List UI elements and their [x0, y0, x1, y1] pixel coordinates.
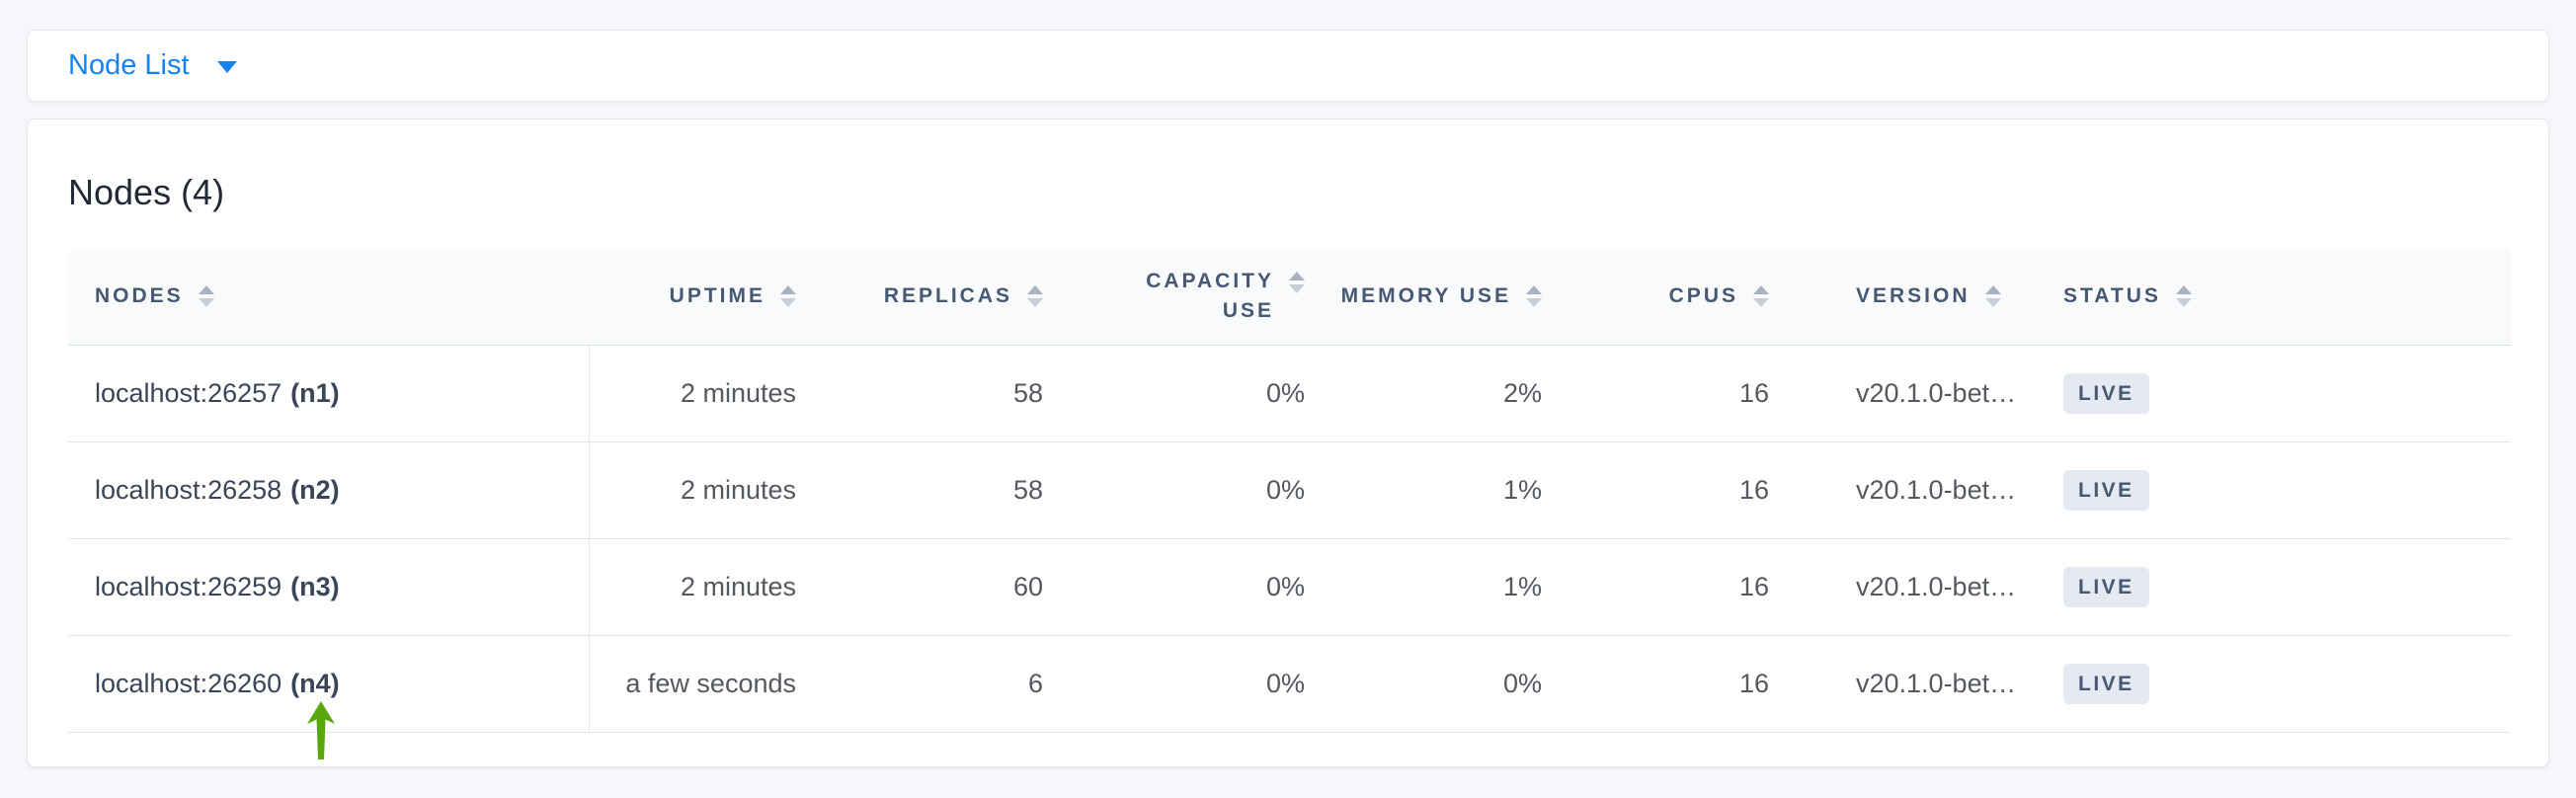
- node-link[interactable]: localhost:26260 (n4): [95, 669, 340, 698]
- replicas-cell: 58: [836, 442, 1083, 539]
- column-header-uptime[interactable]: UPTIME: [589, 248, 836, 346]
- uptime-cell: 2 minutes: [589, 442, 836, 539]
- sort-arrows-icon[interactable]: [780, 285, 796, 307]
- status-badge: LIVE: [2063, 664, 2149, 704]
- uptime-cell: 2 minutes: [589, 539, 836, 636]
- replicas-cell: 60: [836, 539, 1083, 636]
- cpus-cell: 16: [1581, 636, 1809, 733]
- status-badge: LIVE: [2063, 470, 2149, 511]
- table-row: localhost:26257 (n1) 2 minutes 58 0% 2% 1…: [68, 346, 2511, 442]
- node-list-dropdown[interactable]: Node List: [68, 51, 237, 80]
- column-header-replicas[interactable]: REPLICAS: [836, 248, 1083, 346]
- replicas-cell: 58: [836, 346, 1083, 442]
- status-badge: LIVE: [2063, 567, 2149, 607]
- table-row: localhost:26260 (n4) a few seconds 6 0% 0…: [68, 636, 2511, 733]
- node-link[interactable]: localhost:26258 (n2): [95, 475, 340, 505]
- version-cell: v20.1.0-bet…: [1809, 539, 2036, 636]
- version-cell: v20.1.0-bet…: [1809, 346, 2036, 442]
- memory-use-cell: 1%: [1344, 539, 1581, 636]
- column-header-cpus[interactable]: CPUS: [1581, 248, 1809, 346]
- cpus-cell: 16: [1581, 346, 1809, 442]
- page-title: Nodes (4): [68, 172, 225, 212]
- column-header-version[interactable]: VERSION: [1809, 248, 2036, 346]
- version-cell: v20.1.0-bet…: [1809, 442, 2036, 539]
- uptime-cell: 2 minutes: [589, 346, 836, 442]
- nodes-table: NODES UPTIME REPLICAS CAPACITY USE MEMOR…: [68, 248, 2511, 733]
- memory-use-cell: 1%: [1344, 442, 1581, 539]
- table-header-row: NODES UPTIME REPLICAS CAPACITY USE MEMOR…: [68, 248, 2511, 346]
- table-row: localhost:26259 (n3) 2 minutes 60 0% 1% 1…: [68, 539, 2511, 636]
- sort-arrows-icon[interactable]: [1526, 285, 1542, 307]
- capacity-use-cell: 0%: [1083, 346, 1344, 442]
- node-link[interactable]: localhost:26257 (n1): [95, 378, 340, 408]
- table-row: localhost:26258 (n2) 2 minutes 58 0% 1% 1…: [68, 442, 2511, 539]
- view-selector-bar: Node List: [27, 30, 2549, 102]
- sort-arrows-icon[interactable]: [2175, 285, 2192, 307]
- capacity-use-cell: 0%: [1083, 539, 1344, 636]
- replicas-cell: 6: [836, 636, 1083, 733]
- status-badge: LIVE: [2063, 373, 2149, 414]
- nodes-table-wrap: NODES UPTIME REPLICAS CAPACITY USE MEMOR…: [68, 248, 2511, 733]
- cpus-cell: 16: [1581, 539, 1809, 636]
- capacity-use-cell: 0%: [1083, 636, 1344, 733]
- column-header-status[interactable]: STATUS: [2036, 248, 2511, 346]
- memory-use-cell: 2%: [1344, 346, 1581, 442]
- uptime-cell: a few seconds: [589, 636, 836, 733]
- caret-down-icon: [216, 61, 237, 73]
- sort-arrows-icon[interactable]: [1289, 271, 1305, 293]
- column-header-capacity-use[interactable]: CAPACITY USE: [1083, 248, 1344, 346]
- memory-use-cell: 0%: [1344, 636, 1581, 733]
- nodes-panel: Nodes (4) NODES UPTIME REPLICAS: [27, 119, 2549, 767]
- node-list-dropdown-label: Node List: [68, 49, 190, 81]
- sort-arrows-icon[interactable]: [1027, 285, 1043, 307]
- column-header-memory-use[interactable]: MEMORY USE: [1341, 248, 1581, 346]
- sort-arrows-icon[interactable]: [198, 285, 214, 307]
- column-header-nodes[interactable]: NODES: [68, 248, 589, 346]
- node-link[interactable]: localhost:26259 (n3): [95, 572, 340, 601]
- cpus-cell: 16: [1581, 442, 1809, 539]
- sort-arrows-icon[interactable]: [1984, 285, 2001, 307]
- arrow-up-icon: [307, 701, 335, 759]
- capacity-use-cell: 0%: [1083, 442, 1344, 539]
- sort-arrows-icon[interactable]: [1753, 285, 1769, 307]
- version-cell: v20.1.0-bet…: [1809, 636, 2036, 733]
